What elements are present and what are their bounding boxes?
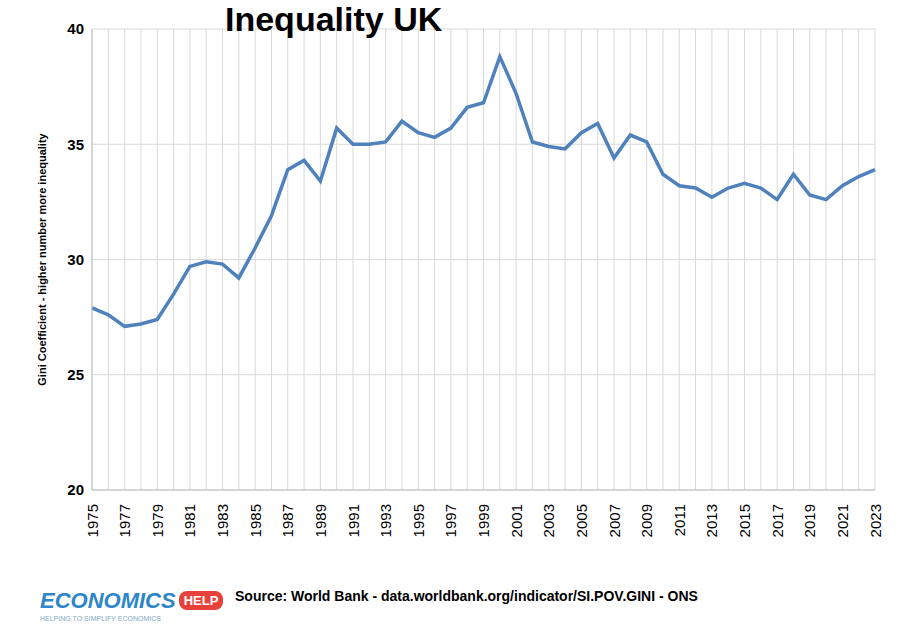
svg-text:1995: 1995 [410, 504, 427, 537]
svg-text:2021: 2021 [834, 504, 851, 537]
html-text:Source: World Bank - data.worl: Source: World Bank - data.worldbank.org/… [235, 588, 698, 604]
svg-text:2017: 2017 [769, 504, 786, 537]
svg-text:2023: 2023 [867, 504, 884, 537]
svg-text:1999: 1999 [475, 504, 492, 537]
svg-text:1997: 1997 [442, 504, 459, 537]
svg-text:2011: 2011 [671, 504, 688, 536]
svg-text:1987: 1987 [279, 504, 296, 537]
svg-text:2007: 2007 [606, 504, 623, 537]
svg-text:2001: 2001 [508, 504, 525, 537]
svg-text:20: 20 [67, 481, 84, 498]
svg-text:1979: 1979 [149, 504, 166, 537]
svg-text:40: 40 [67, 20, 84, 37]
html-text:Inequality UK: Inequality UK [225, 0, 443, 38]
svg-text:2013: 2013 [703, 504, 720, 537]
svg-text:1991: 1991 [345, 504, 362, 537]
svg-text:1989: 1989 [312, 504, 329, 537]
svg-text:2009: 2009 [638, 504, 655, 537]
svg-text:1985: 1985 [247, 504, 264, 537]
svg-text:2005: 2005 [573, 504, 590, 537]
html-text:HELPING TO SIMPLIFY ECONOMICS: HELPING TO SIMPLIFY ECONOMICS [40, 615, 161, 622]
svg-text:25: 25 [67, 366, 84, 383]
svg-text:1993: 1993 [377, 504, 394, 537]
svg-text:2015: 2015 [736, 504, 753, 537]
svg-text:30: 30 [67, 251, 84, 268]
svg-text:2003: 2003 [540, 504, 557, 537]
svg-text:Gini Coefficient - higher numb: Gini Coefficient - higher number more in… [36, 132, 48, 385]
svg-text:1981: 1981 [181, 504, 198, 537]
html-text:ECONOMICS HELP: ECONOMICS HELP [40, 588, 219, 613]
svg-text:1977: 1977 [116, 504, 133, 537]
svg-text:2019: 2019 [801, 504, 818, 537]
svg-text:35: 35 [67, 136, 84, 153]
svg-text:1983: 1983 [214, 504, 231, 537]
svg-text:1975: 1975 [84, 504, 101, 537]
